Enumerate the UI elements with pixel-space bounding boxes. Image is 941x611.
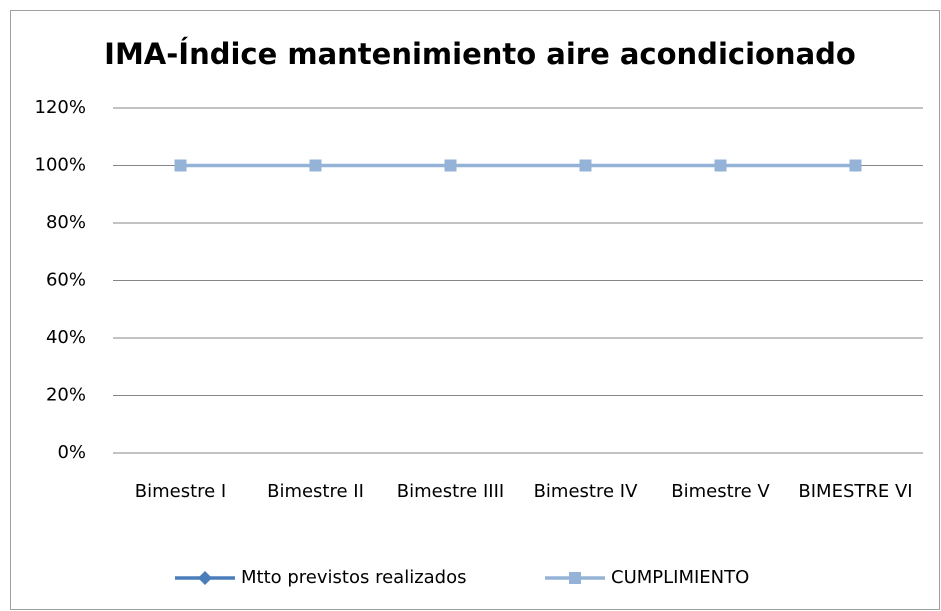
series-marker (579, 159, 592, 172)
series-marker (849, 159, 862, 172)
y-tick-label: 20% (46, 385, 86, 406)
x-tick-label: Bimestre I (135, 481, 227, 502)
legend-marker (569, 572, 581, 584)
x-tick-label: BIMESTRE VI (798, 481, 912, 502)
y-tick-label: 120% (35, 97, 86, 118)
x-tick-label: Bimestre IV (534, 481, 639, 502)
chart-title: IMA-Índice mantenimiento aire acondicion… (104, 37, 856, 71)
x-tick-label: Bimestre V (671, 481, 770, 502)
y-tick-label: 80% (46, 212, 86, 233)
y-tick-label: 60% (46, 270, 86, 291)
y-tick-label: 40% (46, 327, 86, 348)
x-tick-label: Bimestre IIII (397, 481, 504, 502)
legend-label: CUMPLIMIENTO (611, 567, 749, 588)
legend-label: Mtto previstos realizados (241, 567, 467, 588)
chart-border (10, 10, 940, 610)
y-tick-label: 100% (35, 155, 86, 176)
y-tick-label: 0% (57, 442, 86, 463)
series-marker (444, 159, 457, 172)
series-marker (714, 159, 727, 172)
series-marker (309, 159, 322, 172)
legend-marker (198, 571, 212, 585)
series-marker (174, 159, 187, 172)
x-tick-label: Bimestre II (267, 481, 364, 502)
